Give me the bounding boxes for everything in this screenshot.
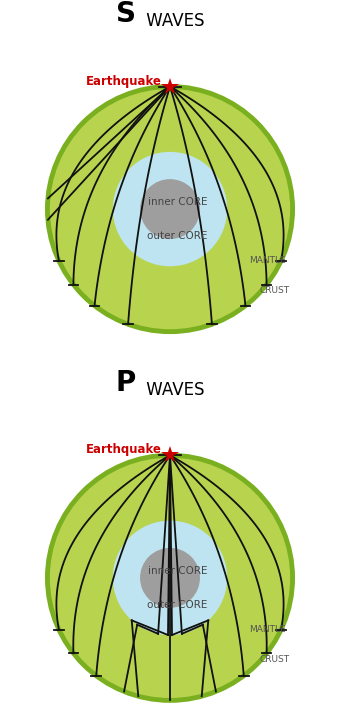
Text: Earthquake: Earthquake — [86, 443, 162, 456]
Circle shape — [113, 521, 227, 635]
Text: inner CORE: inner CORE — [149, 197, 208, 207]
Circle shape — [47, 86, 293, 331]
Text: WAVES: WAVES — [141, 12, 205, 30]
Circle shape — [140, 179, 200, 239]
Text: inner CORE: inner CORE — [149, 566, 208, 576]
Text: outer CORE: outer CORE — [147, 600, 207, 610]
Circle shape — [140, 548, 200, 608]
Text: outer CORE: outer CORE — [147, 231, 207, 241]
Circle shape — [47, 455, 293, 700]
Text: MANTLE: MANTLE — [249, 625, 286, 634]
Text: CRUST: CRUST — [260, 286, 290, 295]
Text: Earthquake: Earthquake — [86, 75, 162, 88]
Circle shape — [113, 152, 227, 266]
Text: P: P — [116, 369, 136, 397]
Text: CRUST: CRUST — [260, 655, 290, 664]
Text: MANTLE: MANTLE — [249, 257, 286, 265]
Text: WAVES: WAVES — [141, 381, 205, 399]
Text: S: S — [116, 1, 136, 28]
